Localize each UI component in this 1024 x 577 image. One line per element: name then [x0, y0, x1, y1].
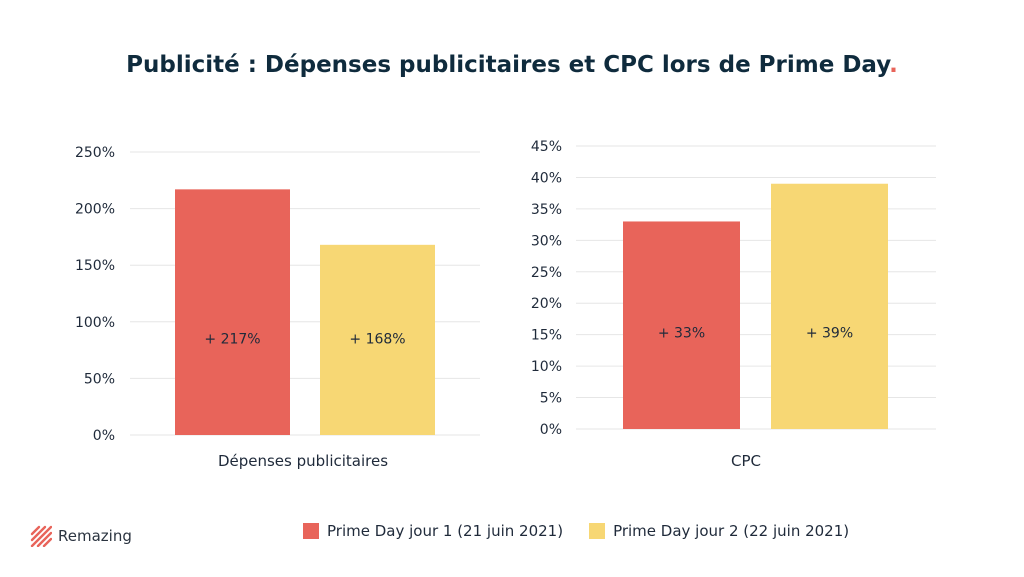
y-tick-label: 5%: [540, 391, 562, 407]
bar: [175, 189, 290, 435]
bar: [320, 244, 435, 435]
legend-label-day2: Prime Day jour 2 (22 juin 2021): [613, 522, 850, 540]
y-tick-label: 200%: [75, 202, 115, 218]
bar: [623, 221, 740, 429]
y-tick-label: 25%: [531, 265, 562, 281]
bar: [771, 183, 888, 429]
y-tick-label: 10%: [531, 359, 562, 375]
x-category-label: CPC: [731, 452, 761, 470]
chart-title: Publicité : Dépenses publicitaires et CP…: [0, 52, 1024, 78]
bar-data-label: + 168%: [349, 332, 405, 348]
bar-data-label: + 39%: [806, 326, 853, 342]
y-tick-label: 30%: [531, 233, 562, 249]
y-tick-label: 15%: [531, 328, 562, 344]
title-text: Publicité : Dépenses publicitaires et CP…: [126, 52, 890, 78]
y-tick-label: 50%: [84, 371, 115, 387]
y-tick-label: 0%: [540, 422, 562, 438]
bar-data-label: + 217%: [204, 332, 260, 348]
legend-label-day1: Prime Day jour 1 (21 juin 2021): [327, 522, 564, 540]
brand-logo: Remazing: [30, 525, 132, 547]
legend: Prime Day jour 1 (21 juin 2021) Prime Da…: [303, 522, 875, 540]
y-tick-label: 20%: [531, 296, 562, 312]
y-tick-label: 250%: [75, 145, 115, 161]
y-tick-label: 100%: [75, 315, 115, 331]
legend-item-day2: Prime Day jour 2 (22 juin 2021): [589, 522, 849, 540]
legend-swatch-day2: [589, 523, 606, 539]
legend-item-day1: Prime Day jour 1 (21 juin 2021): [303, 522, 563, 540]
y-tick-label: 40%: [531, 170, 562, 186]
brand-name: Remazing: [58, 527, 132, 545]
x-category-label: Dépenses publicitaires: [218, 452, 388, 470]
legend-swatch-day1: [303, 523, 319, 539]
y-tick-label: 150%: [75, 258, 115, 274]
title-dot: .: [889, 52, 898, 78]
y-tick-label: 45%: [531, 139, 562, 155]
y-tick-label: 35%: [531, 202, 562, 218]
striped-logo-icon: [30, 525, 52, 547]
y-tick-label: 0%: [93, 428, 115, 444]
bar-data-label: + 33%: [658, 326, 705, 342]
